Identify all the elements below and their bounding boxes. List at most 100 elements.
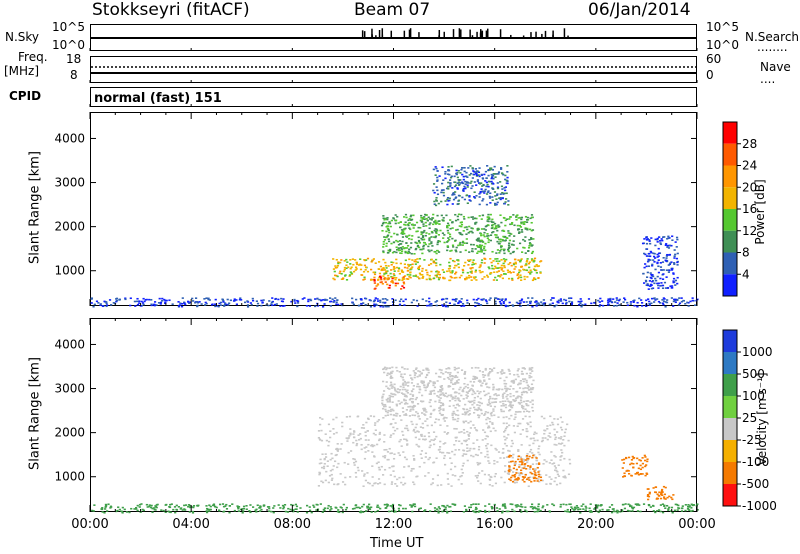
nave-label: Nave (760, 60, 791, 74)
data-cell (488, 420, 492, 423)
data-cell (690, 510, 693, 513)
data-cell (661, 299, 664, 301)
data-cell (386, 505, 389, 507)
data-cell (415, 260, 418, 263)
data-cell (499, 377, 502, 380)
data-cell (401, 430, 404, 433)
data-cell (522, 246, 525, 249)
data-cell (417, 236, 420, 239)
data-cell (373, 455, 376, 457)
data-cell (496, 173, 499, 175)
data-cell (440, 298, 444, 301)
data-cell (381, 407, 385, 410)
data-cell (491, 224, 494, 227)
nave-dots: .... (760, 72, 776, 86)
data-cell (473, 411, 476, 414)
data-cell (167, 510, 170, 513)
data-cell (508, 242, 511, 245)
data-cell (466, 186, 469, 188)
data-cell (424, 409, 427, 411)
data-cell (279, 507, 282, 509)
data-cell (406, 235, 409, 238)
data-cell (422, 275, 425, 278)
data-cell (454, 249, 457, 252)
data-cell (422, 245, 425, 248)
data-cell (483, 231, 486, 234)
data-cell (461, 196, 464, 199)
data-cell (464, 180, 467, 183)
data-cell (493, 173, 496, 175)
data-cell (671, 511, 674, 514)
data-cell (508, 468, 511, 471)
data-cell (453, 368, 456, 371)
data-cell (509, 460, 513, 463)
data-cell (494, 401, 497, 403)
data-cell (214, 303, 217, 306)
data-cell (531, 229, 535, 231)
data-cell (376, 283, 380, 286)
data-cell (370, 260, 373, 263)
data-cell (121, 511, 124, 514)
data-cell (405, 235, 408, 238)
data-cell (457, 194, 461, 197)
data-cell (386, 278, 389, 281)
data-cell (90, 297, 94, 300)
data-cell (387, 397, 390, 400)
data-cell (453, 185, 457, 188)
data-cell (418, 370, 422, 373)
data-cell (497, 171, 501, 173)
data-cell (329, 509, 332, 511)
data-cell (518, 474, 521, 477)
data-cell (390, 235, 393, 238)
data-cell (673, 263, 676, 266)
data-cell (435, 199, 438, 201)
data-cell (408, 222, 411, 224)
data-cell (588, 510, 591, 512)
data-cell (654, 277, 657, 280)
data-cell (452, 418, 455, 421)
data-cell (404, 384, 407, 386)
data-cell (375, 304, 379, 307)
data-cell (657, 282, 660, 285)
data-cell (432, 223, 435, 226)
data-cell (555, 469, 558, 472)
data-cell (108, 299, 112, 301)
data-cell (474, 453, 478, 456)
data-cell (479, 246, 483, 249)
data-cell (412, 405, 415, 408)
data-cell (382, 217, 385, 220)
data-cell (248, 510, 251, 512)
data-cell (537, 451, 540, 454)
data-cell (423, 413, 426, 415)
data-cell (552, 297, 555, 299)
data-cell (437, 278, 441, 281)
data-cell (493, 459, 496, 462)
data-cell (510, 223, 513, 225)
data-cell (497, 416, 500, 418)
data-cell (399, 262, 403, 265)
data-cell (566, 508, 569, 511)
data-cell (479, 482, 482, 485)
data-cell (522, 407, 525, 410)
data-cell (187, 505, 190, 508)
data-cell (501, 395, 504, 397)
data-cell (509, 401, 512, 404)
data-cell (463, 242, 466, 244)
data-cell (537, 503, 540, 505)
data-cell (407, 381, 410, 384)
data-cell (508, 424, 511, 427)
data-cell (411, 423, 414, 426)
data-cell (349, 271, 352, 273)
data-cell (507, 433, 510, 436)
data-cell (153, 304, 156, 307)
data-cell (357, 264, 361, 266)
data-cell (209, 508, 212, 511)
data-cell (499, 240, 502, 243)
data-cell (537, 277, 540, 280)
data-cell (181, 302, 184, 305)
data-cell (533, 265, 537, 268)
data-cell (407, 265, 410, 267)
data-cell (224, 505, 227, 508)
data-cell (529, 425, 532, 428)
data-cell (412, 299, 415, 301)
